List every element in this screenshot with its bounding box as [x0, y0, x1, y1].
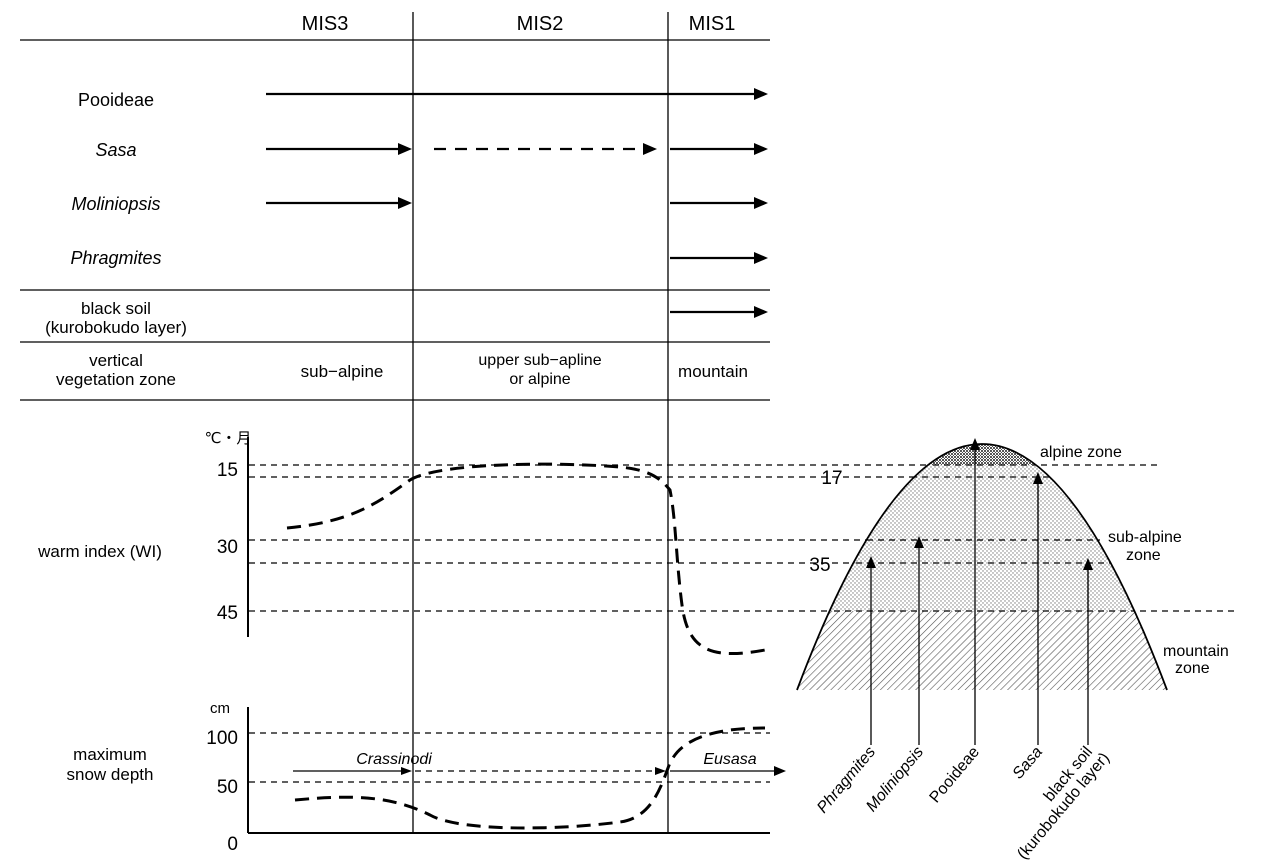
snow-tick-100: 100: [206, 728, 238, 749]
snow-tick-50: 50: [217, 777, 238, 798]
row-label-kurobokudo: (kurobokudo layer): [45, 318, 187, 337]
snow-label-line2: snow depth: [67, 765, 154, 784]
row-label-black-soil: black soil: [81, 299, 151, 318]
row-label-phragmites: Phragmites: [70, 248, 161, 268]
occurrence-arrows: [266, 88, 768, 318]
row-label-vertical: vertical: [89, 351, 143, 370]
row-label-moliniopsis: Moliniopsis: [71, 194, 160, 214]
subalpine-zone-label-1: sub-alpine: [1108, 529, 1182, 546]
row-label-pooideae: Pooideae: [78, 90, 154, 110]
alpine-zone-label: alpine zone: [1040, 444, 1122, 461]
subalpine-zone-label-2: zone: [1126, 547, 1161, 564]
zone-mis1: mountain: [678, 362, 748, 381]
eusasa-label: Eusasa: [703, 751, 756, 768]
wi-label: warm index (WI): [37, 542, 162, 561]
wi-unit: ℃・月: [205, 430, 252, 447]
wi-tick-45: 45: [217, 603, 238, 624]
wi-tick-15: 15: [217, 460, 238, 481]
period-mis1: MIS1: [689, 13, 736, 35]
warm-index-curve: [286, 462, 766, 656]
snow-depth-curve: [294, 726, 766, 830]
zone-mis3: sub−alpine: [301, 362, 384, 381]
mountain-zone-label-1: mountain: [1163, 643, 1229, 660]
table-grid: [20, 12, 770, 833]
upper-limit-arrows: [866, 438, 1093, 745]
pooideae-arrowhead: [754, 88, 768, 100]
taxon-label-sasa: Sasa: [1010, 744, 1047, 783]
crassinodi-label: Crassinodi: [356, 751, 432, 768]
snow-unit: cm: [210, 700, 230, 717]
wi-tick-30: 30: [217, 537, 238, 558]
period-mis2: MIS2: [517, 13, 564, 35]
mountain-zone-label-2: zone: [1175, 660, 1210, 677]
row-label-sasa: Sasa: [95, 140, 136, 160]
wi-17-label: 17: [821, 468, 842, 489]
period-mis3: MIS3: [302, 13, 349, 35]
zone-mis2-line1: upper sub−apline: [478, 352, 601, 369]
mountain-outline: [796, 443, 1168, 691]
taxon-label-pooideae: Pooideae: [927, 744, 984, 807]
snow-label-line1: maximum: [73, 745, 147, 764]
wi-35-label: 35: [809, 555, 830, 576]
snow-reference-lines: [249, 732, 770, 783]
snow-tick-0: 0: [227, 834, 238, 855]
row-label-vegetation-zone: vegetation zone: [56, 370, 176, 389]
zone-mis2-line2: or alpine: [509, 371, 570, 388]
